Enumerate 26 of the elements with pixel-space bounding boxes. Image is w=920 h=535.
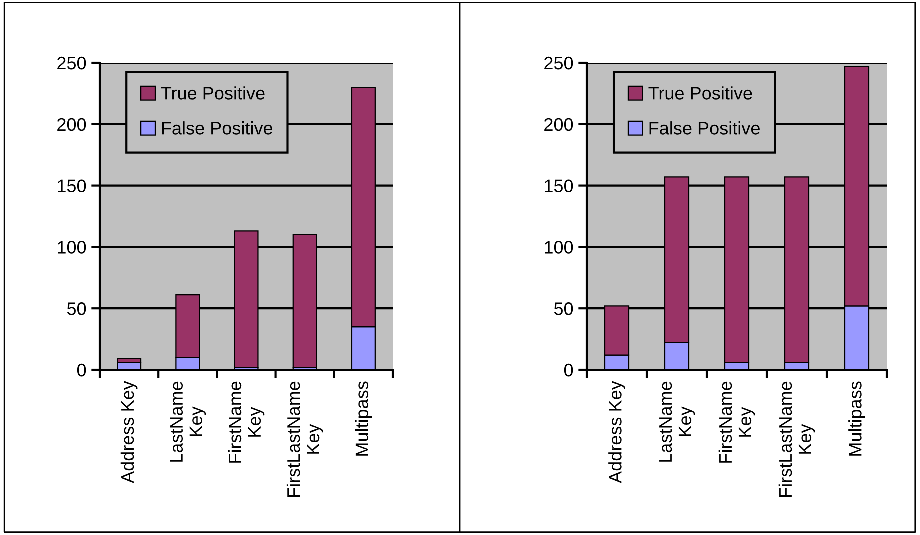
legend-label: False Positive xyxy=(162,122,272,135)
x-tick-label: Multipass xyxy=(848,382,866,456)
x-tick-label: Address Key xyxy=(608,381,626,484)
x-tick-label: FirstName Key xyxy=(718,382,756,463)
legend-label: True Positive xyxy=(161,86,265,100)
y-tick-label: 0 xyxy=(77,364,86,377)
y-tick-label: 50 xyxy=(67,302,86,316)
x-tick-label: FirstLastName Key xyxy=(778,382,816,498)
x-tick-label: FirstLastName Key xyxy=(286,382,324,498)
y-tick-label: 100 xyxy=(58,241,86,254)
x-tick-label: LastName Key xyxy=(660,382,696,462)
legend-label: True Positive xyxy=(648,86,752,100)
y-tick-label: 50 xyxy=(554,302,574,316)
x-tick-label: Address Key xyxy=(120,381,138,484)
legend-label: False Positive xyxy=(650,122,760,135)
y-tick-label: 150 xyxy=(58,180,86,193)
y-tick-label: 100 xyxy=(545,241,574,254)
y-tick-label: 150 xyxy=(545,180,574,193)
y-tick-label: 200 xyxy=(58,118,86,132)
y-tick-label: 0 xyxy=(564,364,574,377)
y-tick-label: 250 xyxy=(544,56,574,70)
y-tick-label: 250 xyxy=(58,56,86,70)
x-tick-label: Multipass xyxy=(355,382,372,456)
y-tick-label: 200 xyxy=(544,118,574,132)
x-tick-label: FirstName Key xyxy=(228,382,265,463)
x-tick-label: LastName Key xyxy=(170,382,206,462)
